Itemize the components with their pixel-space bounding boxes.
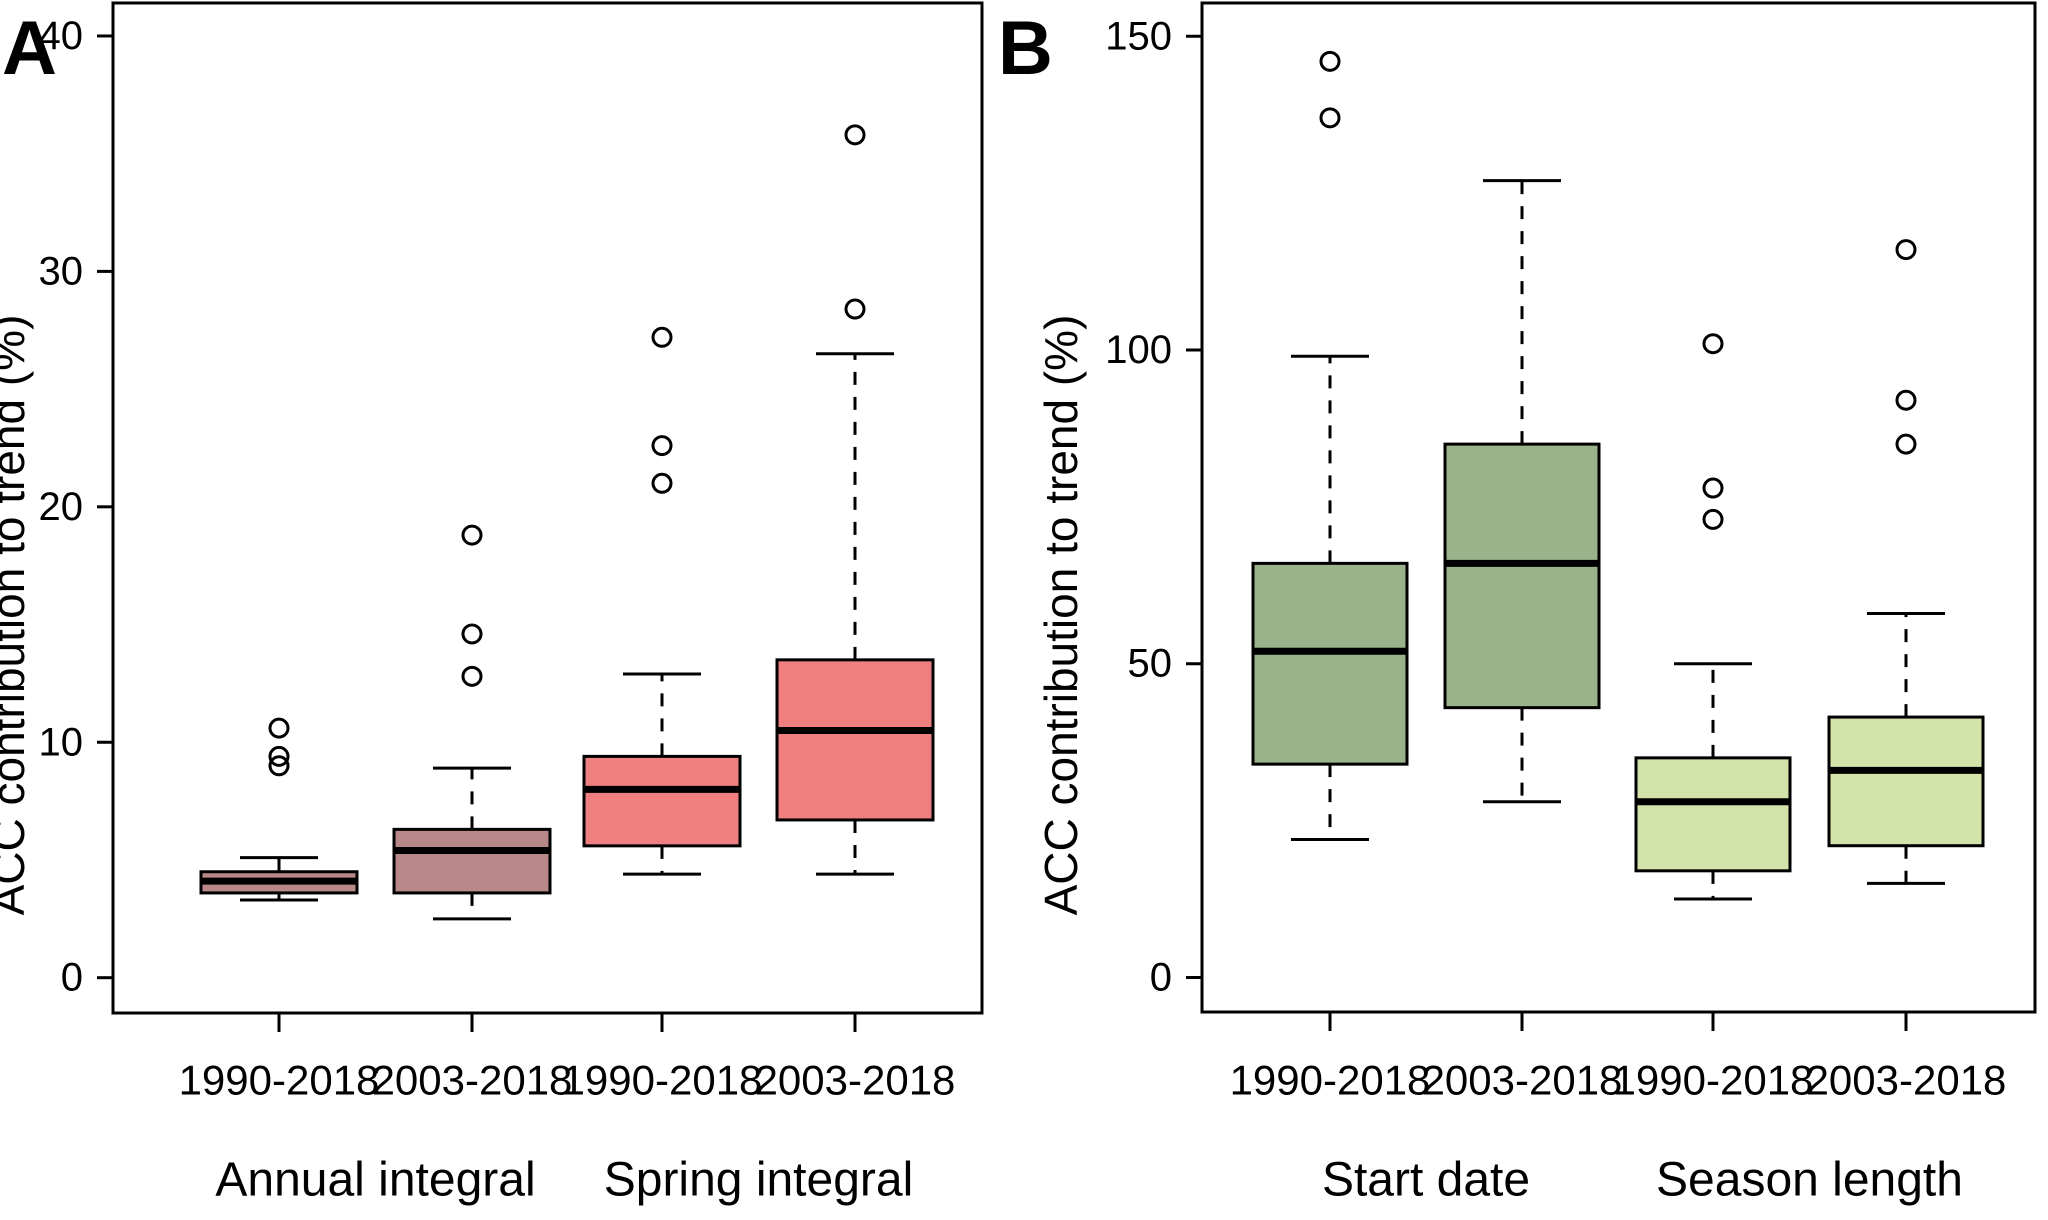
y-tick-label: 40 bbox=[39, 14, 84, 58]
outlier-point bbox=[268, 755, 290, 777]
outlier-point bbox=[844, 298, 866, 320]
x-tick-label: 2003-2018 bbox=[1422, 1057, 1623, 1104]
panel-label: B bbox=[998, 6, 1053, 91]
iqr-box bbox=[1634, 756, 1792, 873]
outlier-point bbox=[651, 435, 673, 457]
box-season-length-2003-2018 bbox=[1827, 239, 1985, 885]
box-spring-integral-2003-2018 bbox=[775, 124, 935, 876]
y-tick-label: 100 bbox=[1105, 328, 1172, 372]
y-tick-label: 0 bbox=[1150, 955, 1172, 999]
outlier-point bbox=[268, 717, 290, 739]
outlier-point bbox=[651, 472, 673, 494]
box-start-date-2003-2018 bbox=[1443, 179, 1601, 804]
outlier-point bbox=[1702, 333, 1724, 355]
box-annual-integral-1990-2018 bbox=[199, 717, 359, 902]
iqr-box bbox=[582, 754, 742, 848]
iqr-box bbox=[775, 658, 935, 822]
y-tick-label: 20 bbox=[39, 485, 84, 529]
iqr-box bbox=[1827, 715, 1985, 848]
outlier-point bbox=[651, 326, 673, 348]
x-tick-label: 2003-2018 bbox=[755, 1057, 956, 1104]
x-tick-label: 2003-2018 bbox=[372, 1057, 573, 1104]
outlier-point bbox=[1702, 477, 1724, 499]
box-spring-integral-1990-2018 bbox=[582, 326, 742, 876]
y-tick-label: 50 bbox=[1128, 642, 1173, 686]
outlier-point bbox=[844, 124, 866, 146]
panel-label: A bbox=[2, 6, 57, 91]
y-tick-label: 30 bbox=[39, 249, 84, 293]
iqr-box bbox=[1443, 442, 1601, 710]
plot-area bbox=[1200, 1, 2037, 1014]
outlier-point bbox=[1895, 239, 1917, 261]
x-group-label: Spring integral bbox=[604, 1154, 914, 1207]
outlier-point bbox=[1895, 389, 1917, 411]
y-axis-title: ACC contribution to trend (%) bbox=[1035, 315, 1087, 916]
iqr-box bbox=[1251, 561, 1409, 766]
y-tick-label: 0 bbox=[61, 956, 83, 1000]
y-tick-label: 10 bbox=[39, 720, 84, 764]
x-tick-label: 1990-2018 bbox=[562, 1057, 763, 1104]
outlier-point bbox=[1895, 433, 1917, 455]
x-tick-label: 2003-2018 bbox=[1806, 1057, 2007, 1104]
x-tick-label: 1990-2018 bbox=[1613, 1057, 1814, 1104]
box-annual-integral-2003-2018 bbox=[392, 524, 552, 921]
x-group-label: Season length bbox=[1656, 1154, 1963, 1207]
outlier-point bbox=[461, 623, 483, 645]
box-season-length-1990-2018 bbox=[1634, 333, 1792, 901]
outlier-point bbox=[461, 524, 483, 546]
outlier-point bbox=[1319, 50, 1341, 72]
x-tick-label: 1990-2018 bbox=[1230, 1057, 1431, 1104]
panel-b: B ACC contribution to trend (%) 0 50 100 150 1… bbox=[998, 1, 2037, 1207]
y-tick-label: 150 bbox=[1105, 14, 1172, 58]
panel-a: A ACC contribution to trend (%) 0 10 20 30 40 1… bbox=[0, 1, 984, 1207]
x-group-label: Annual integral bbox=[215, 1154, 535, 1207]
x-tick-label: 1990-2018 bbox=[179, 1057, 380, 1104]
box-start-date-1990-2018 bbox=[1251, 50, 1409, 841]
outlier-point bbox=[1702, 508, 1724, 530]
outlier-point bbox=[461, 665, 483, 687]
y-axis-title: ACC contribution to trend (%) bbox=[0, 315, 34, 916]
x-group-label: Start date bbox=[1322, 1154, 1530, 1207]
outlier-point bbox=[1319, 107, 1341, 129]
iqr-box bbox=[392, 827, 552, 895]
outlier-point bbox=[268, 745, 290, 767]
